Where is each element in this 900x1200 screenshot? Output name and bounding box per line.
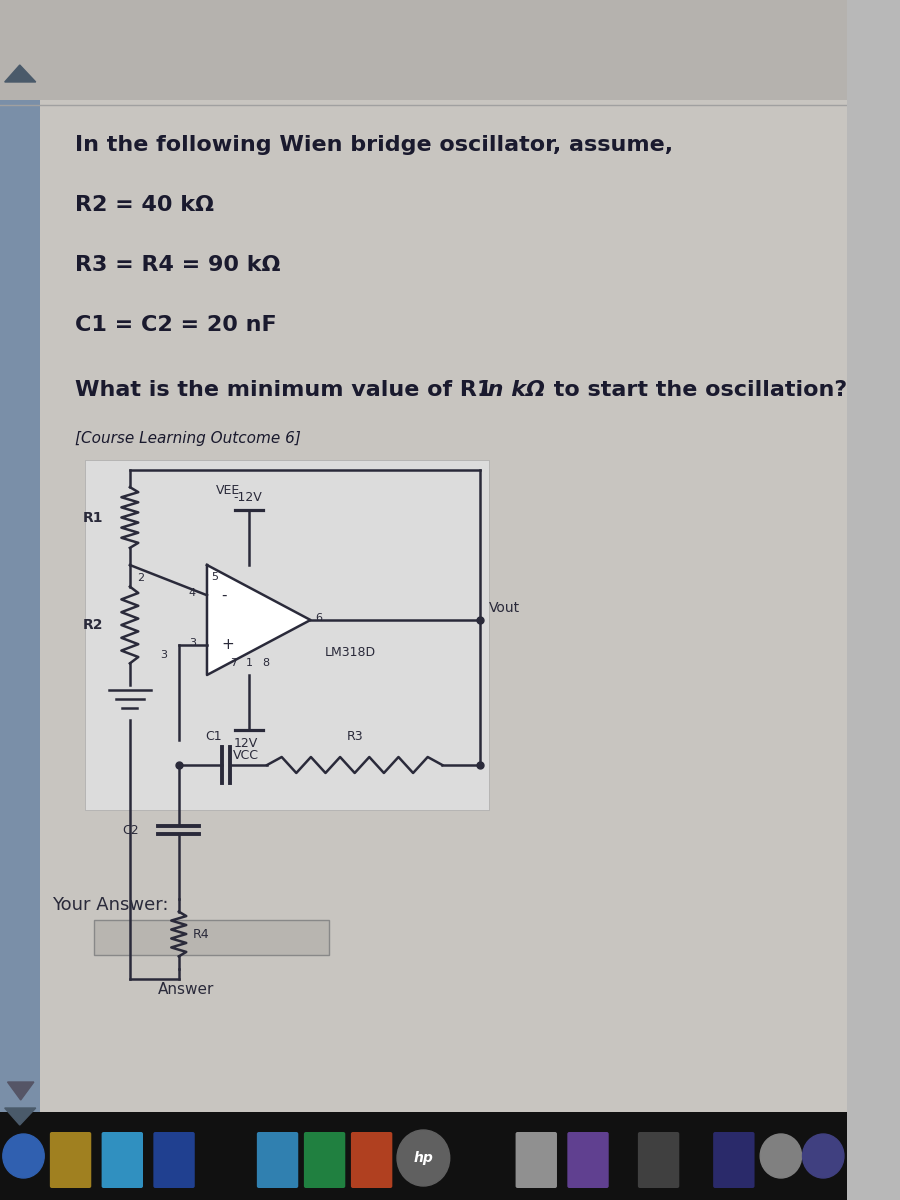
Text: 8: 8 — [262, 658, 269, 668]
Text: VEE: VEE — [216, 484, 240, 497]
FancyBboxPatch shape — [256, 1132, 298, 1188]
Text: R4: R4 — [193, 928, 210, 941]
Polygon shape — [4, 1108, 36, 1126]
Text: 1: 1 — [246, 658, 253, 668]
Text: 5: 5 — [211, 572, 218, 582]
FancyBboxPatch shape — [85, 460, 490, 810]
Text: 12V: 12V — [233, 737, 257, 750]
FancyBboxPatch shape — [0, 0, 847, 100]
Circle shape — [3, 1134, 44, 1178]
Text: C1: C1 — [205, 730, 221, 743]
Text: In the following Wien bridge oscillator, assume,: In the following Wien bridge oscillator,… — [76, 134, 673, 155]
Text: +: + — [221, 637, 234, 653]
Text: What is the minimum value of R1: What is the minimum value of R1 — [76, 380, 500, 400]
Text: Your Answer:: Your Answer: — [51, 896, 168, 914]
FancyBboxPatch shape — [50, 1132, 91, 1188]
Text: R1: R1 — [83, 510, 104, 524]
Text: to start the oscillation?: to start the oscillation? — [545, 380, 847, 400]
Text: R2 = 40 kΩ: R2 = 40 kΩ — [76, 194, 214, 215]
Polygon shape — [207, 565, 310, 674]
Text: 7: 7 — [230, 658, 237, 668]
Polygon shape — [7, 1082, 34, 1100]
FancyBboxPatch shape — [516, 1132, 557, 1188]
Circle shape — [397, 1130, 450, 1186]
Text: hp: hp — [413, 1151, 433, 1165]
FancyBboxPatch shape — [351, 1132, 392, 1188]
FancyBboxPatch shape — [0, 1112, 847, 1200]
Text: C2: C2 — [122, 823, 139, 836]
Text: in kΩ: in kΩ — [480, 380, 544, 400]
FancyBboxPatch shape — [0, 65, 847, 1115]
Text: R3: R3 — [346, 730, 363, 743]
Text: -: - — [221, 588, 227, 602]
Text: 3: 3 — [160, 649, 167, 660]
Text: C1 = C2 = 20 nF: C1 = C2 = 20 nF — [76, 314, 277, 335]
Text: Vout: Vout — [490, 601, 520, 614]
FancyBboxPatch shape — [567, 1132, 608, 1188]
Text: 4: 4 — [189, 588, 195, 599]
Text: R3 = R4 = 90 kΩ: R3 = R4 = 90 kΩ — [76, 254, 281, 275]
Circle shape — [803, 1134, 844, 1178]
FancyBboxPatch shape — [638, 1132, 680, 1188]
FancyBboxPatch shape — [713, 1132, 754, 1188]
FancyBboxPatch shape — [304, 1132, 346, 1188]
Text: VCC: VCC — [233, 749, 259, 762]
Text: LM318D: LM318D — [325, 646, 375, 659]
FancyBboxPatch shape — [153, 1132, 194, 1188]
FancyBboxPatch shape — [102, 1132, 143, 1188]
Text: -12V: -12V — [233, 491, 262, 504]
Text: 6: 6 — [315, 613, 322, 623]
FancyBboxPatch shape — [94, 920, 329, 955]
Polygon shape — [4, 65, 36, 82]
Text: [Course Learning Outcome 6]: [Course Learning Outcome 6] — [76, 431, 302, 445]
Text: R2: R2 — [83, 618, 104, 632]
Text: 3: 3 — [189, 637, 195, 648]
Text: Answer: Answer — [158, 983, 214, 997]
Circle shape — [760, 1134, 802, 1178]
Text: 2: 2 — [138, 572, 145, 583]
FancyBboxPatch shape — [0, 100, 40, 1115]
